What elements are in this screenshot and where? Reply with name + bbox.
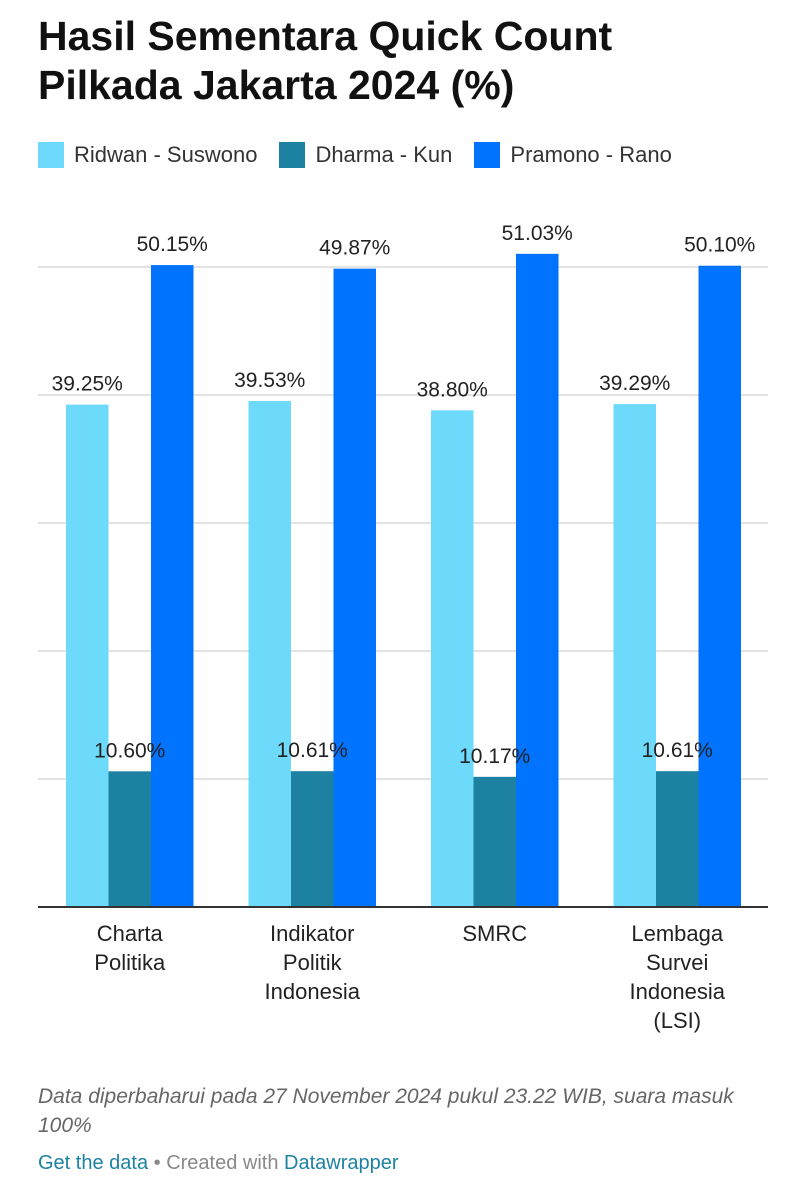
- title-line-1: Hasil Sementara Quick Count: [38, 13, 613, 59]
- get-data-link[interactable]: Get the data: [38, 1152, 149, 1174]
- category-label-3-0: Lembaga: [631, 921, 724, 946]
- data-label-1-2: 10.17%: [459, 745, 530, 768]
- data-label-0-2: 38.80%: [417, 378, 488, 401]
- bar-2-0: [151, 265, 194, 907]
- bar-2-1: [333, 268, 376, 907]
- footer: Get the data • Created with Datawrapper: [38, 1152, 399, 1175]
- data-label-1-1: 10.61%: [277, 739, 348, 762]
- bar-0-2: [431, 410, 474, 907]
- data-label-2-1: 49.87%: [319, 237, 390, 260]
- bar-2-3: [698, 265, 741, 908]
- category-label-0-0: Charta: [97, 921, 164, 946]
- data-label-2-2: 51.03%: [502, 222, 573, 245]
- data-label-2-3: 50.10%: [684, 234, 755, 257]
- category-label-3-1: Survei: [646, 950, 708, 975]
- category-label-1-2: Indonesia: [265, 979, 361, 1004]
- data-label-1-3: 10.61%: [642, 739, 713, 762]
- legend-item-dharma: Dharma - Kun: [279, 142, 452, 168]
- data-label-0-1: 39.53%: [234, 369, 305, 392]
- bar-1-0: [108, 771, 151, 907]
- legend-item-pramono: Pramono - Rano: [474, 142, 672, 168]
- bar-1-3: [656, 771, 699, 907]
- legend-swatch-pramono: [474, 142, 501, 168]
- bar-1-2: [473, 776, 516, 907]
- category-label-3-3: (LSI): [653, 1008, 701, 1033]
- legend-label-ridwan: Ridwan - Suswono: [74, 142, 258, 167]
- legend-item-ridwan: Ridwan - Suswono: [38, 142, 257, 168]
- legend-label-dharma: Dharma - Kun: [315, 142, 453, 167]
- title-line-2: Pilkada Jakarta 2024 (%): [38, 62, 515, 108]
- category-label-1-0: Indikator: [270, 921, 354, 946]
- category-label-1-1: Politik: [283, 950, 343, 975]
- bar-0-1: [248, 401, 291, 907]
- data-label-2-0: 50.15%: [137, 233, 208, 256]
- category-label-0-1: Politika: [94, 950, 166, 975]
- category-label-3-2: Indonesia: [630, 979, 726, 1004]
- data-label-0-0: 39.25%: [52, 373, 123, 396]
- data-label-1-0: 10.60%: [94, 739, 165, 762]
- bar-0-0: [66, 404, 109, 907]
- bar-1-1: [291, 771, 334, 907]
- data-label-0-3: 39.29%: [599, 372, 670, 395]
- bar-0-3: [613, 404, 656, 907]
- datawrapper-link[interactable]: Datawrapper: [284, 1152, 399, 1174]
- bar-chart: 39.25% 10.60% 50.15% Charta Politika 39.53% 10…: [38, 222, 768, 1033]
- chart-title: Hasil Sementara Quick Count Pilkada Jaka…: [38, 12, 778, 110]
- legend-label-pramono: Pramono - Rano: [510, 142, 672, 167]
- bar-2-2: [516, 253, 559, 908]
- category-label-2-0: SMRC: [462, 921, 527, 946]
- footnote: Data diperbaharui pada 27 November 2024 …: [38, 1085, 734, 1137]
- legend-swatch-ridwan: [38, 142, 64, 168]
- footer-separator: • Created with: [148, 1152, 285, 1174]
- legend: Ridwan - Suswono Dharma - Kun Pramono - …: [38, 140, 694, 170]
- legend-swatch-dharma: [279, 142, 306, 168]
